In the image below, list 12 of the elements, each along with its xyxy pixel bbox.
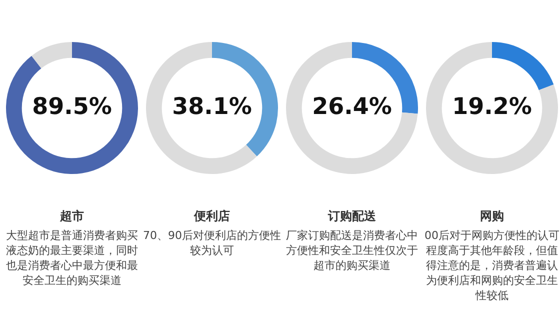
text: 订购配送	[328, 208, 376, 225]
text: 厂家订购配送是消费者心中方便性和安全卫生性仅次于超市的购买渠道	[285, 228, 419, 273]
data-label: 19.2%	[452, 94, 532, 120]
text: 70、90后对便利店的方便性较为认可	[142, 228, 282, 258]
data-label: 89.5%	[32, 94, 112, 120]
data-label: 26.4%	[312, 94, 392, 120]
text: 网购	[480, 208, 504, 225]
text: 便利店	[194, 208, 230, 225]
text: 00后对于网购方便性的认可程度高于其他年龄段，但值得注意的是，消费者普遍认为便利店和网购的安全卫生性较低	[424, 228, 560, 303]
data-label: 38.1%	[172, 94, 252, 120]
text: 超市	[60, 208, 84, 225]
text: 大型超市是普通消费者购买液态奶的最主要渠道，同时也是消费者心中最方便和最安全卫生的购买渠道	[5, 228, 139, 288]
